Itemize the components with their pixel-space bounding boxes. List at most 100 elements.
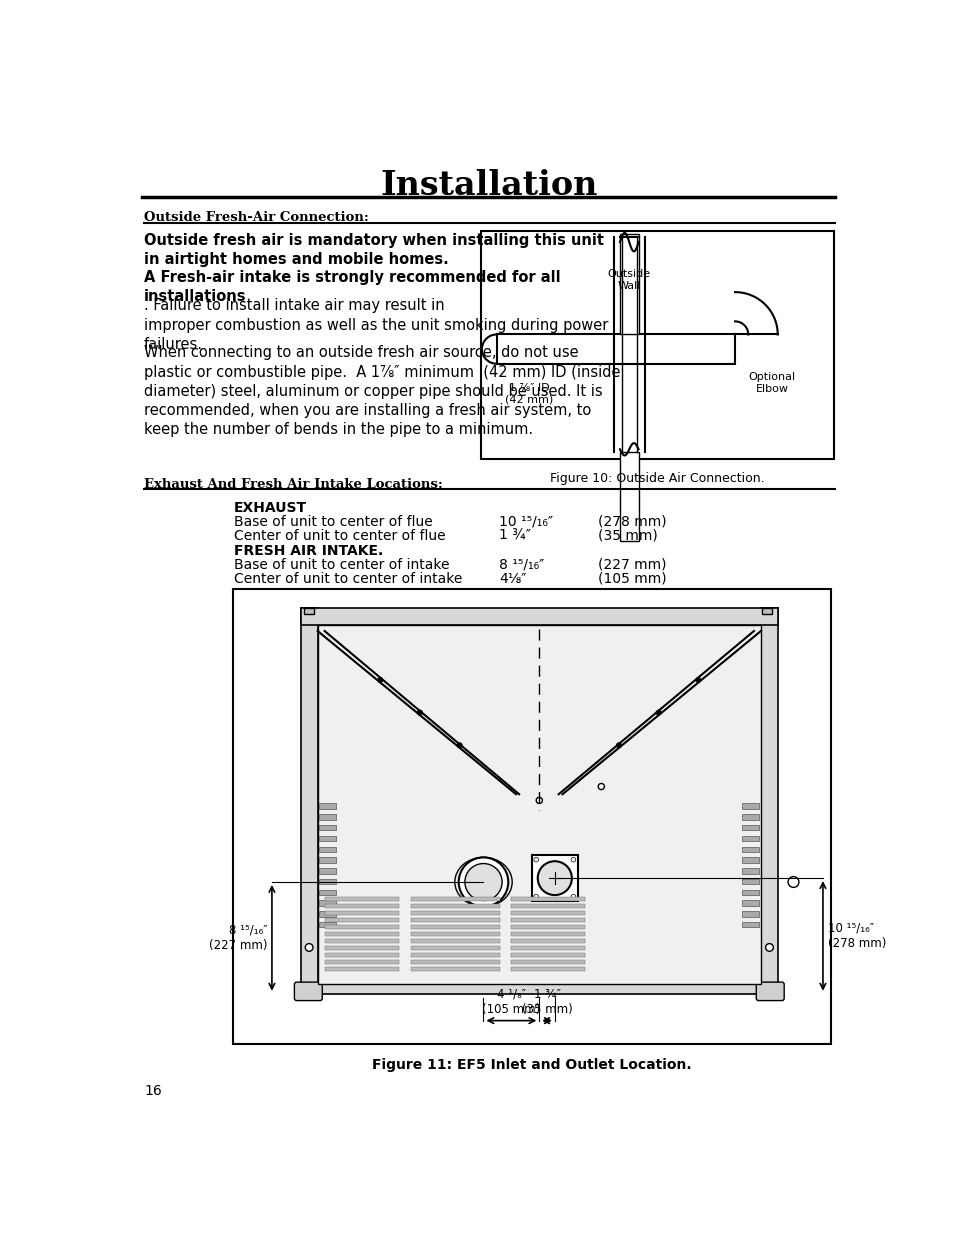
Bar [300, 984, 778, 994]
Bar [410, 960, 499, 963]
Bar [304, 608, 314, 614]
Text: Base of unit to center of intake: Base of unit to center of intake [233, 558, 449, 572]
Bar [319, 911, 335, 916]
Bar [410, 946, 499, 950]
Text: Installation: Installation [380, 169, 597, 201]
Circle shape [616, 743, 620, 747]
FancyBboxPatch shape [294, 982, 322, 1000]
Bar [325, 953, 398, 957]
Bar [511, 932, 584, 936]
Text: 1 ¾″: 1 ¾″ [498, 529, 530, 542]
Text: . Failure to install intake air may result in
improper combustion as well as the: . Failure to install intake air may resu… [144, 299, 608, 352]
Bar [511, 904, 584, 908]
FancyBboxPatch shape [756, 982, 783, 1000]
Text: Center of unit to center of flue: Center of unit to center of flue [233, 529, 445, 542]
Circle shape [537, 861, 571, 895]
Circle shape [534, 894, 537, 899]
Text: When connecting to an outside fresh air source, do not use
plastic or combustibl: When connecting to an outside fresh air … [144, 346, 619, 437]
Bar [741, 814, 759, 820]
Bar [319, 857, 335, 863]
Text: 1 ¾″
(35 mm): 1 ¾″ (35 mm) [521, 988, 572, 1016]
Text: Outside fresh air is mandatory when installing this unit
in airtight homes and m: Outside fresh air is mandatory when inst… [144, 233, 603, 267]
Bar [741, 825, 759, 830]
Circle shape [417, 710, 422, 715]
Bar [619, 452, 638, 541]
Bar [319, 900, 335, 906]
Bar [511, 925, 584, 929]
Bar [410, 911, 499, 915]
Bar [741, 900, 759, 906]
Text: 4⅛″: 4⅛″ [498, 572, 526, 585]
Bar [325, 939, 398, 942]
Circle shape [571, 857, 575, 862]
Bar [319, 846, 335, 852]
Text: (35 mm): (35 mm) [598, 529, 658, 542]
Text: (105 mm): (105 mm) [598, 572, 666, 585]
Bar [319, 879, 335, 884]
Text: (227 mm): (227 mm) [598, 558, 666, 572]
Bar [319, 814, 335, 820]
Bar [325, 932, 398, 936]
Bar [741, 804, 759, 809]
Bar [325, 960, 398, 963]
Bar [760, 608, 778, 994]
Circle shape [534, 857, 537, 862]
Text: FRESH AIR INTAKE.: FRESH AIR INTAKE. [233, 543, 383, 558]
Bar [480, 231, 833, 458]
Bar [741, 879, 759, 884]
Bar [300, 608, 778, 625]
Circle shape [598, 783, 604, 789]
Bar [319, 836, 335, 841]
Text: 8 ¹⁵/₁₆″: 8 ¹⁵/₁₆″ [498, 558, 543, 572]
Circle shape [571, 894, 575, 899]
Bar [741, 923, 759, 927]
Bar [319, 923, 335, 927]
Text: 1 ⅞″ ID
(42 mm): 1 ⅞″ ID (42 mm) [504, 383, 553, 405]
Bar [741, 889, 759, 895]
Bar [319, 868, 335, 873]
Bar [511, 946, 584, 950]
Bar [319, 804, 335, 809]
Bar [325, 967, 398, 971]
Bar [410, 932, 499, 936]
Bar [511, 939, 584, 942]
Text: 16: 16 [144, 1084, 162, 1098]
Text: Outside Fresh-Air Connection:: Outside Fresh-Air Connection: [144, 211, 369, 225]
Bar [317, 625, 760, 984]
Bar [325, 904, 398, 908]
Text: Optional
Elbow: Optional Elbow [747, 372, 795, 394]
Bar [319, 825, 335, 830]
Bar [761, 608, 771, 614]
Circle shape [765, 944, 773, 951]
Text: (278 mm): (278 mm) [598, 515, 666, 529]
Text: A Fresh-air intake is strongly recommended for all
installations: A Fresh-air intake is strongly recommend… [144, 270, 560, 304]
Text: 4 ¹/₈″
(105 mm): 4 ¹/₈″ (105 mm) [482, 988, 540, 1016]
Bar [410, 953, 499, 957]
Text: Figure 11: EF5 Inlet and Outlet Location.: Figure 11: EF5 Inlet and Outlet Location… [372, 1057, 691, 1072]
Text: 10 ¹⁵/₁₆″: 10 ¹⁵/₁₆″ [498, 515, 553, 529]
Text: Base of unit to center of flue: Base of unit to center of flue [233, 515, 433, 529]
Bar [741, 911, 759, 916]
Bar [741, 846, 759, 852]
Text: 10 ¹⁵/₁₆″
(278 mm): 10 ¹⁵/₁₆″ (278 mm) [827, 921, 885, 950]
Circle shape [787, 877, 798, 888]
Bar [511, 911, 584, 915]
Bar [410, 898, 499, 902]
Bar [410, 967, 499, 971]
Text: EXHAUST: EXHAUST [233, 501, 307, 515]
Bar [410, 925, 499, 929]
Bar [511, 960, 584, 963]
Bar [325, 946, 398, 950]
Bar [511, 898, 584, 902]
Circle shape [536, 798, 542, 804]
Bar [410, 904, 499, 908]
Bar [741, 868, 759, 873]
Bar [325, 918, 398, 923]
Circle shape [456, 743, 461, 747]
Bar [511, 953, 584, 957]
Bar [300, 608, 317, 994]
Bar [325, 898, 398, 902]
Text: Exhaust And Fresh Air Intake Locations:: Exhaust And Fresh Air Intake Locations: [144, 478, 442, 490]
Text: 8 ¹⁵/₁₆″
(227 mm): 8 ¹⁵/₁₆″ (227 mm) [209, 924, 267, 952]
Bar [511, 918, 584, 923]
